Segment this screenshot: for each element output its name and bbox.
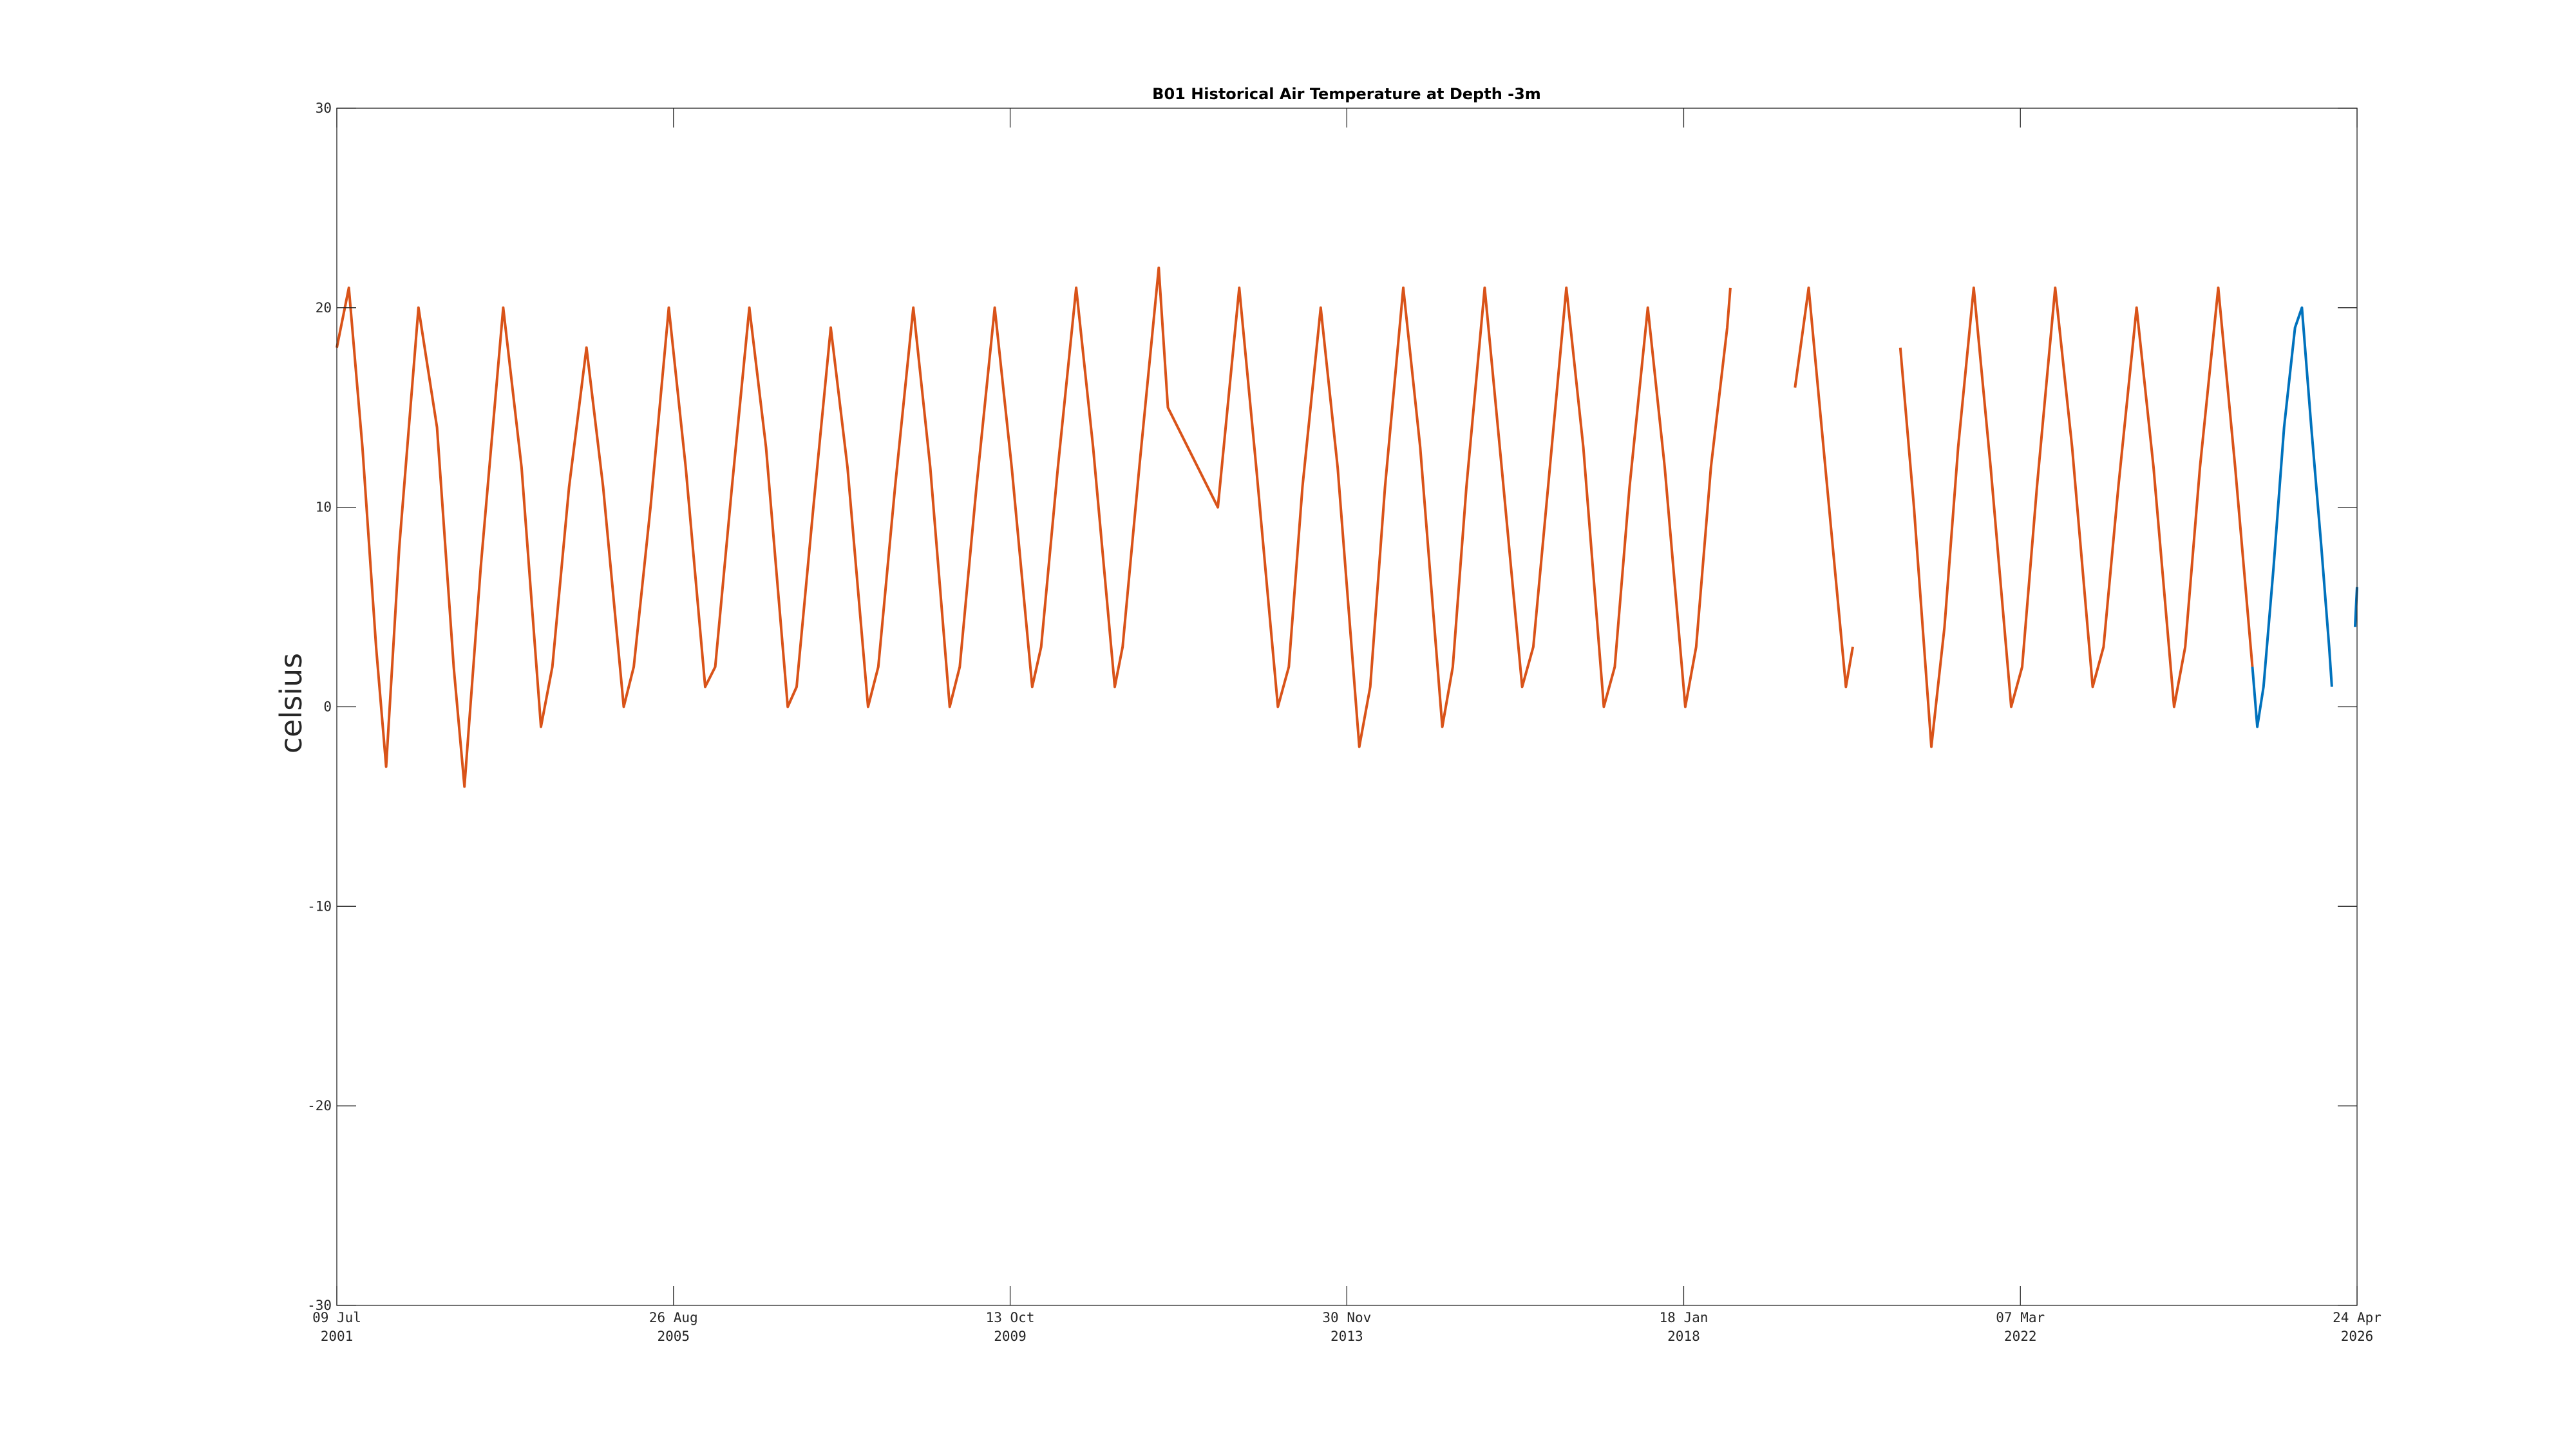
series-0-segment-0 bbox=[336, 266, 1732, 788]
x-tick-label-date: 09 Jul bbox=[312, 1310, 361, 1325]
y-axis-label: celsius bbox=[274, 653, 308, 753]
x-tick-label-year: 2022 bbox=[2004, 1329, 2037, 1344]
y-tick-label: 20 bbox=[316, 300, 332, 316]
series-0-segment-2 bbox=[1899, 286, 2254, 748]
x-tick-label-date: 24 Apr bbox=[2333, 1310, 2382, 1325]
x-tick-label-date: 07 Mar bbox=[1996, 1310, 2045, 1325]
chart-title: B01 Historical Air Temperature at Depth … bbox=[1152, 85, 1541, 103]
y-tick-label: -20 bbox=[307, 1098, 332, 1113]
x-tick-label-year: 2026 bbox=[2341, 1329, 2374, 1344]
y-tick-label: 30 bbox=[316, 100, 332, 116]
y-tick-label: -30 bbox=[307, 1298, 332, 1313]
x-tick-label-date: 30 Nov bbox=[1322, 1310, 1371, 1325]
x-tick-label-date: 26 Aug bbox=[649, 1310, 698, 1325]
ticks-layer: -30 -20 -10 0 10 20 30 09 Jul 2001 26 Aug 2005 13 O… bbox=[307, 100, 2382, 1344]
x-tick-label-date: 18 Jan bbox=[1660, 1310, 1709, 1325]
series-0-segment-1 bbox=[1794, 286, 1854, 688]
x-tick-label-date: 13 Oct bbox=[986, 1310, 1035, 1325]
x-tick-label-year: 2009 bbox=[994, 1329, 1027, 1344]
series-layer bbox=[336, 266, 2358, 788]
x-tick-label-year: 2013 bbox=[1331, 1329, 1363, 1344]
y-tick-label: 10 bbox=[316, 500, 332, 515]
x-tick-label-year: 2005 bbox=[657, 1329, 690, 1344]
plot-area-border bbox=[336, 108, 2358, 1306]
x-tick-label-year: 2018 bbox=[1667, 1329, 1700, 1344]
y-tick-label: -10 bbox=[307, 898, 332, 914]
y-tick-label: 0 bbox=[323, 699, 332, 715]
series-1-segment-0 bbox=[2251, 306, 2333, 728]
x-tick-label-year: 2001 bbox=[321, 1329, 354, 1344]
